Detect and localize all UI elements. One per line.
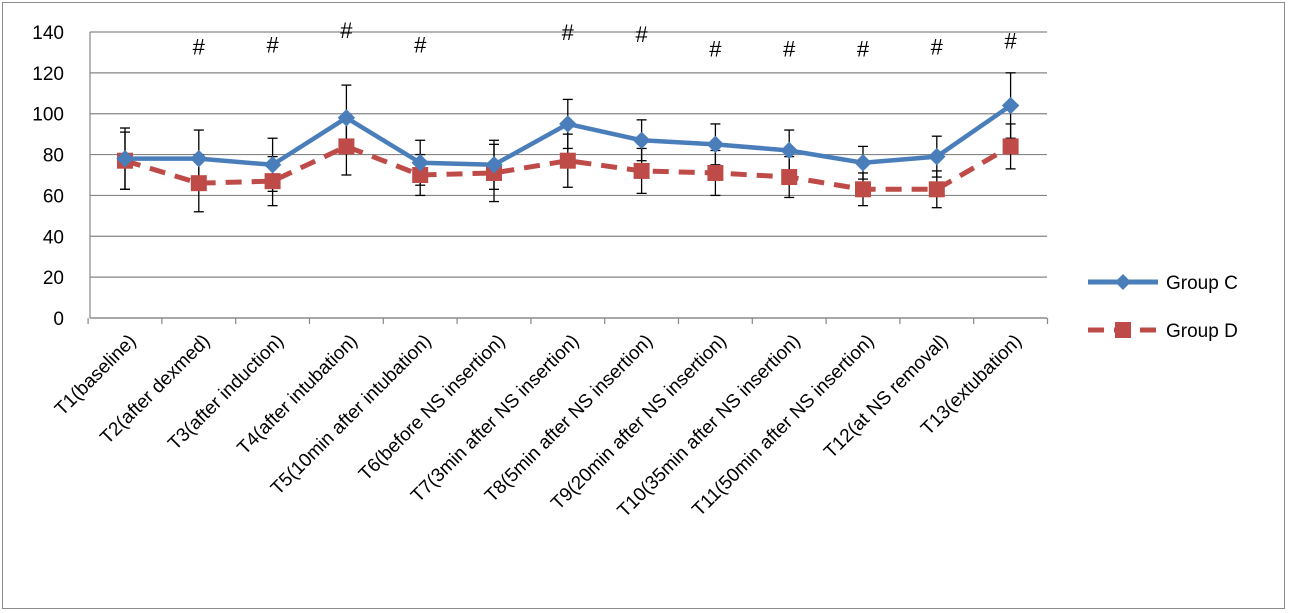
legend-marker-group-d	[1115, 322, 1131, 338]
significance-marker: #	[193, 34, 206, 59]
y-tick-label: 80	[43, 146, 64, 167]
significance-marker: #	[635, 22, 648, 47]
significance-marker: #	[931, 34, 944, 59]
legend-marker-group-c	[1115, 274, 1131, 290]
y-tick-label: 120	[32, 64, 64, 85]
data-point-group-d	[633, 162, 650, 179]
data-point-group-c	[190, 149, 208, 168]
data-point-group-d	[338, 138, 355, 155]
significance-marker: #	[340, 18, 353, 43]
data-point-group-c	[411, 154, 429, 172]
data-point-group-c	[928, 147, 946, 166]
data-point-group-d	[707, 164, 724, 181]
data-point-group-c	[632, 131, 651, 149]
y-tick-label: 0	[53, 309, 64, 330]
significance-marker: #	[783, 37, 796, 62]
significance-marker: #	[709, 37, 722, 62]
x-category-label: T12(at NS removal)	[820, 331, 952, 463]
data-point-group-c	[780, 141, 798, 160]
data-point-group-c	[854, 154, 872, 172]
data-point-group-d	[855, 181, 871, 198]
data-point-group-d	[190, 175, 207, 192]
significance-marker: #	[266, 32, 279, 57]
data-point-group-c	[263, 156, 282, 174]
data-point-group-c	[337, 109, 356, 127]
data-point-group-d	[781, 169, 798, 186]
x-category-label: T6(before NS insertion)	[355, 331, 509, 485]
significance-marker: #	[1004, 28, 1017, 53]
significance-marker: #	[414, 32, 427, 57]
data-point-group-d	[1002, 138, 1019, 155]
data-point-group-c	[116, 149, 134, 168]
y-tick-label: 60	[43, 186, 64, 207]
y-tick-label: 140	[32, 23, 64, 44]
legend-label-group-d: Group D	[1166, 321, 1238, 342]
data-point-group-c	[485, 156, 503, 174]
data-point-group-d	[264, 173, 281, 190]
data-point-group-c	[559, 115, 577, 133]
legend-label-group-c: Group C	[1166, 273, 1238, 294]
data-point-group-d	[412, 167, 429, 183]
significance-marker: #	[562, 20, 575, 45]
significance-marker: #	[857, 37, 870, 62]
data-point-group-c	[1001, 96, 1020, 115]
data-point-group-d	[928, 181, 945, 198]
y-tick-label: 100	[32, 105, 64, 126]
y-tick-label: 20	[43, 268, 64, 289]
y-tick-label: 40	[43, 227, 64, 248]
data-point-group-c	[706, 135, 725, 154]
data-point-group-d	[559, 152, 576, 169]
